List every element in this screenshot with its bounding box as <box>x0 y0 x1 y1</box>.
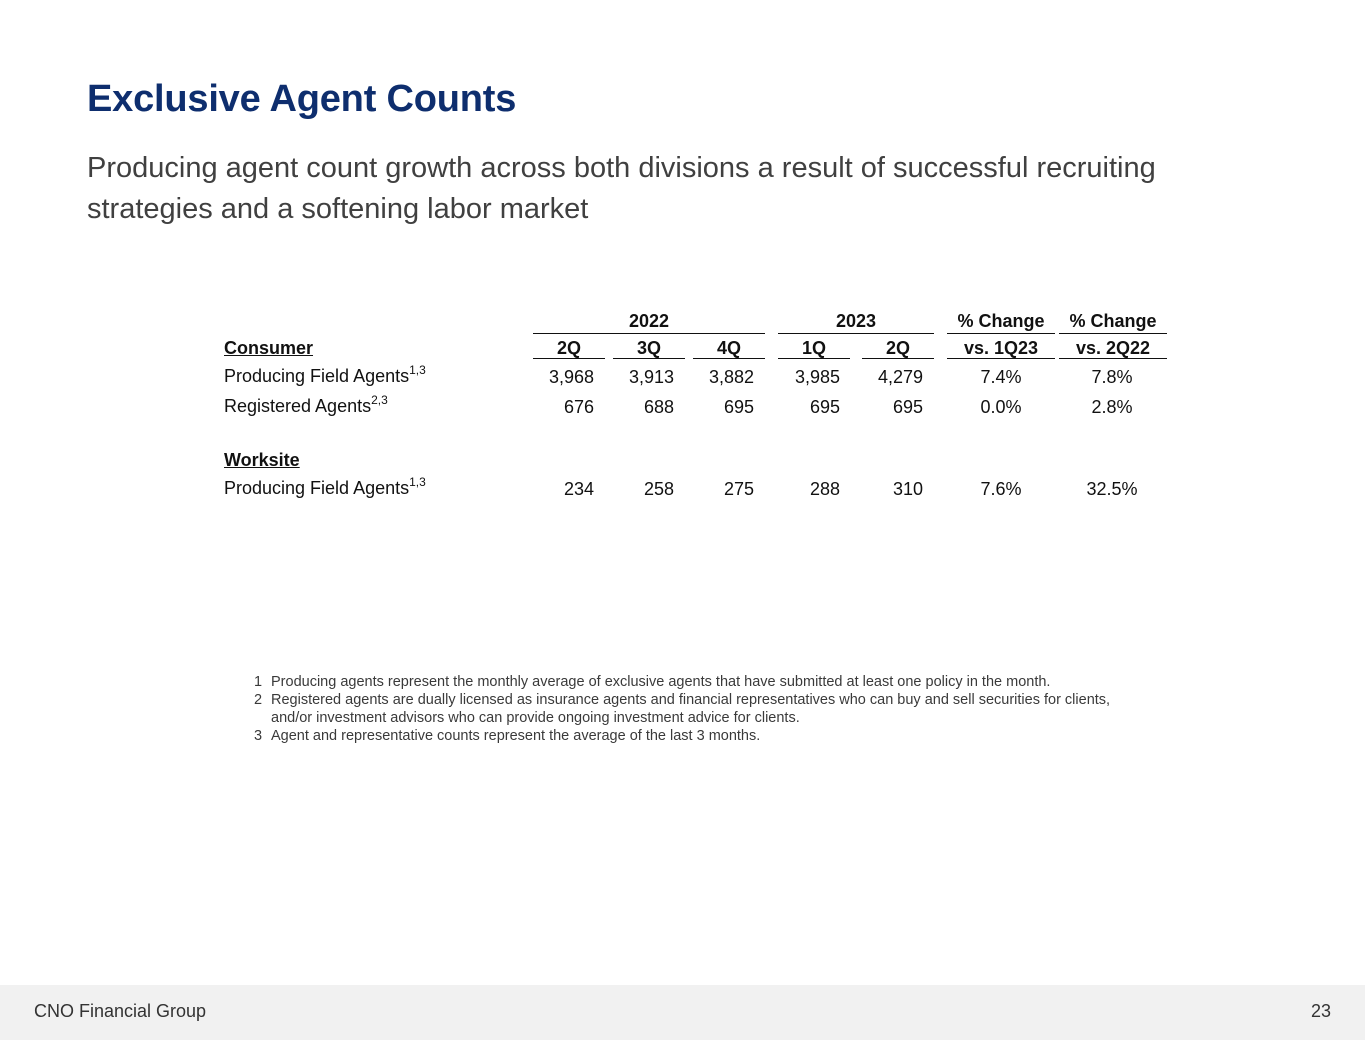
table-cell: 3,913 <box>628 367 674 387</box>
quarter-header-underline <box>533 358 605 359</box>
agent-counts-table: 2022 2023 % Change vs. 1Q23 % Change vs. 2Q22… <box>0 0 1365 520</box>
row-label-text: Producing Field Agents <box>224 478 410 498</box>
change-cell: 7.8% <box>1091 367 1133 387</box>
table-cell: 695 <box>723 397 754 417</box>
footnote-number: 2 <box>254 692 263 708</box>
table-cell: 695 <box>892 397 923 417</box>
table-cell: 4,279 <box>877 367 923 387</box>
change-header-rule <box>947 333 1055 334</box>
table-cell: 3,985 <box>794 367 840 387</box>
change-header-line1: % Change <box>957 311 1045 331</box>
footnote-text: Agent and representative counts represen… <box>271 728 761 744</box>
table-cell: 234 <box>563 479 594 499</box>
table-cell: 3,882 <box>708 367 754 387</box>
quarter-header: 1Q <box>801 338 826 358</box>
year-header-rule <box>533 333 765 334</box>
change-cell: 0.0% <box>980 397 1022 417</box>
change-cell: 7.4% <box>980 367 1022 387</box>
quarter-header-underline <box>613 358 685 359</box>
quarter-header: 2Q <box>885 338 910 358</box>
row-label: Registered Agents2,3 <box>224 393 388 417</box>
section-heading: Consumer <box>224 338 314 358</box>
row-label-text: Producing Field Agents <box>224 366 410 386</box>
row-label: Producing Field Agents1,3 <box>224 363 426 387</box>
quarter-header-underline <box>693 358 765 359</box>
table-cell: 310 <box>892 479 923 499</box>
quarter-header: 2Q <box>556 338 581 358</box>
change-header-line2: vs. 1Q23 <box>963 338 1039 358</box>
footnote-text: Registered agents are dually licensed as… <box>271 692 1111 726</box>
footnote-reference: 2,3 <box>371 393 388 407</box>
footnote: 3 Agent and representative counts repres… <box>254 727 1134 745</box>
page-title: Exclusive Agent Counts <box>87 78 517 120</box>
change-header-rule <box>1059 333 1167 334</box>
table-cell: 688 <box>643 397 674 417</box>
year-header: 2022 <box>628 311 670 331</box>
year-header: 2023 <box>835 311 877 331</box>
change-header-line1: % Change <box>1069 311 1157 331</box>
change-cell: 7.6% <box>980 479 1022 499</box>
change-cell: 32.5% <box>1086 479 1138 499</box>
footnote: 2 Registered agents are dually licensed … <box>254 691 1134 727</box>
change-header-line2: vs. 2Q22 <box>1075 338 1151 358</box>
footnote-text: Producing agents represent the monthly a… <box>271 674 1051 690</box>
change-header-underline <box>1059 358 1167 359</box>
table-cell: 695 <box>809 397 840 417</box>
table-cell: 676 <box>563 397 594 417</box>
change-cell: 2.8% <box>1091 397 1133 417</box>
quarter-header-underline <box>778 358 850 359</box>
quarter-header: 3Q <box>636 338 661 358</box>
change-header-underline <box>947 358 1055 359</box>
footer-bar: CNO Financial Group 23 <box>0 985 1365 1040</box>
footnote: 1 Producing agents represent the monthly… <box>254 673 1134 691</box>
quarter-header: 4Q <box>716 338 741 358</box>
table-cell: 3,968 <box>548 367 594 387</box>
row-label-text: Registered Agents <box>224 396 372 416</box>
table-cell: 288 <box>809 479 840 499</box>
year-header-rule <box>778 333 934 334</box>
table-cell: 258 <box>643 479 674 499</box>
page-number: 23 <box>1310 1001 1331 1021</box>
table-cell: 275 <box>723 479 754 499</box>
page-subtitle: Producing agent count growth across both… <box>87 152 1156 225</box>
footnote-reference: 1,3 <box>409 475 426 489</box>
footnote-number: 1 <box>254 674 263 690</box>
footnotes: 1 Producing agents represent the monthly… <box>254 673 1134 745</box>
footnote-reference: 1,3 <box>409 363 426 377</box>
section-heading: Worksite <box>224 450 300 470</box>
row-label: Producing Field Agents1,3 <box>224 475 426 499</box>
footnote-number: 3 <box>254 728 263 744</box>
footer-company: CNO Financial Group <box>34 1001 207 1021</box>
quarter-header-underline <box>862 358 934 359</box>
